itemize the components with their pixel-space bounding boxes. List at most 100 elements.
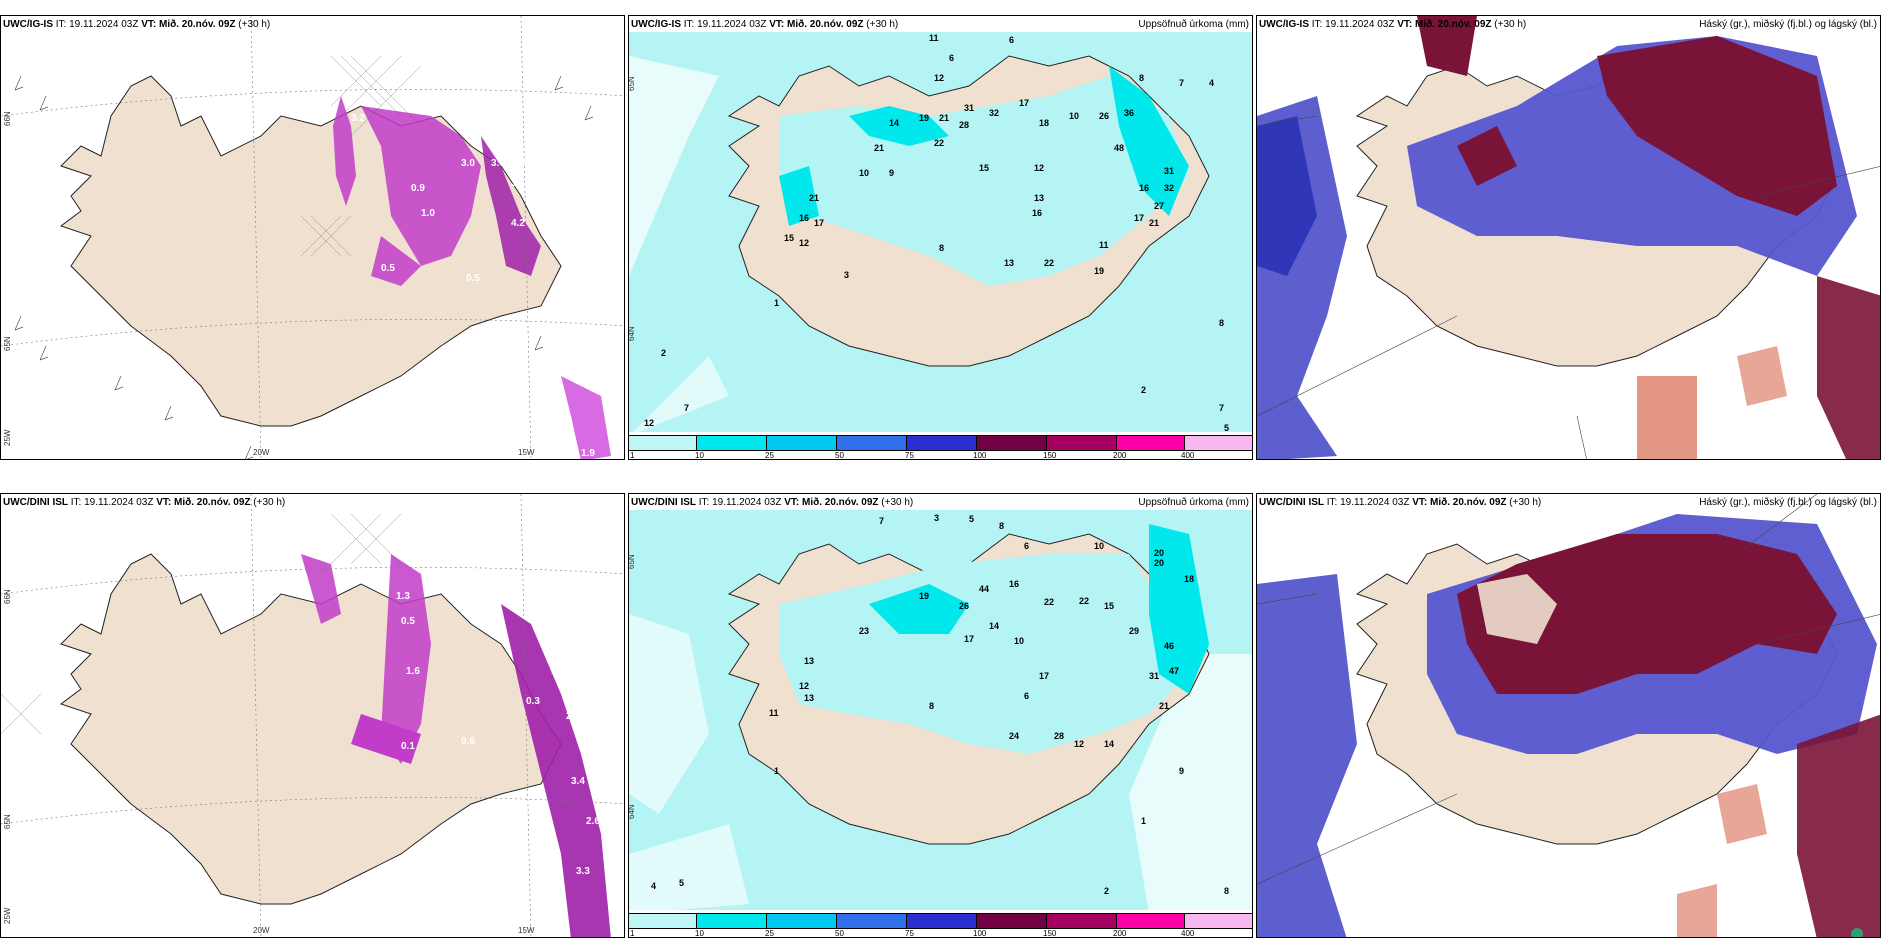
lat-label: 65N (628, 554, 636, 569)
precip-value: 17 (1019, 98, 1029, 108)
colorbar-segment (629, 435, 697, 451)
precip-value: 8 (929, 701, 934, 711)
precip-label: 2.7 (491, 621, 505, 632)
precip-value: 12 (799, 681, 809, 691)
colorbar-segment (837, 435, 907, 451)
precip-label: 0.5 (466, 273, 480, 284)
precip-value: 28 (959, 120, 969, 130)
precip-label: 3.0 (461, 158, 475, 169)
precip-colorbar: 1 10 25 50 75 100 150 200 400 (629, 433, 1252, 460)
colorbar-segment (977, 435, 1047, 451)
precip-label: 3.5 (511, 178, 525, 189)
precip-value: 11 (929, 33, 939, 43)
precip-value: 20 (1154, 558, 1164, 568)
precip-value: 2 (1104, 886, 1109, 896)
lat-label: 66N (3, 589, 12, 604)
colorbar-tick: 100 (973, 451, 987, 460)
precip-value: 3 (934, 513, 939, 523)
precip-label: 1.0 (421, 208, 435, 219)
precip-value: 21 (1149, 218, 1159, 228)
panel-title-right: Háský (gr.), miðský (fj.bl.) og lágský (… (1699, 497, 1877, 508)
precip-label: 2.9 (566, 711, 580, 722)
precip-value: 26 (1099, 111, 1109, 121)
map-panel-bottom-right: UWC/DINI ISL IT: 19.11.2024 03Z VT: Mið.… (1256, 493, 1881, 938)
colorbar-tick: 25 (765, 451, 774, 460)
precip-value: 21 (874, 143, 884, 153)
precip-value: 31 (1164, 166, 1174, 176)
precip-value: 31 (1149, 671, 1159, 681)
map-canvas (1257, 494, 1880, 937)
colorbar-tick: 1 (630, 929, 635, 938)
precip-value: 15 (784, 233, 794, 243)
precip-value: 16 (1009, 579, 1019, 589)
precip-label: 3.0 (511, 158, 525, 169)
colorbar-segment (1185, 913, 1252, 929)
precip-value: 8 (1139, 73, 1144, 83)
precip-value: 32 (989, 108, 999, 118)
precip-value: 28 (1054, 731, 1064, 741)
precip-value: 47 (1169, 666, 1179, 676)
colorbar-segment (697, 435, 767, 451)
precip-value: 22 (1044, 597, 1054, 607)
colorbar-segment (629, 913, 697, 929)
precip-area (361, 106, 481, 266)
precip-value: 9 (889, 168, 894, 178)
precip-value: 2 (661, 348, 666, 358)
colorbar-segment (1185, 435, 1252, 451)
precip-value: 20 (1154, 548, 1164, 558)
colorbar-segment (907, 913, 977, 929)
colorbar-tick: 150 (1043, 929, 1057, 938)
precip-value: 17 (1039, 671, 1049, 681)
colorbar-tick: 1 (630, 451, 635, 460)
precip-value: 21 (1159, 701, 1169, 711)
precip-value: 9 (1179, 766, 1184, 776)
precip-value: 6 (1024, 691, 1029, 701)
colorbar-tick: 10 (695, 451, 704, 460)
colorbar-segment (837, 913, 907, 929)
map-canvas (1257, 16, 1880, 459)
precip-value: 7 (684, 403, 689, 413)
precip-label: 0.6 (461, 736, 475, 747)
precip-value: 7 (1179, 78, 1184, 88)
panel-header: UWC/IG-IS IT: 19.11.2024 03Z VT: Mið. 20… (1259, 19, 1527, 30)
precip-value: 44 (979, 584, 989, 594)
precip-value: 11 (769, 708, 779, 718)
precip-value: 22 (1079, 596, 1089, 606)
panel-header: UWC/DINI ISL IT: 19.11.2024 03Z VT: Mið.… (631, 497, 914, 508)
precip-value: 12 (1034, 163, 1044, 173)
precip-label: 1.6 (406, 666, 420, 677)
precip-label: 1.3 (396, 591, 410, 602)
precip-value: 21 (809, 193, 819, 203)
precip-value: 14 (989, 621, 999, 631)
lat-label: 65N (3, 814, 12, 829)
iceland-land (59, 75, 562, 427)
wind-barbs (14, 75, 594, 459)
map-canvas: 7 3 5 8 6 10 20 20 18 19 26 44 16 22 22 … (629, 510, 1252, 914)
colorbar-segment (767, 913, 837, 929)
precip-value: 12 (934, 73, 944, 83)
precip-value: 48 (1114, 143, 1124, 153)
colorbar-tick: 50 (835, 451, 844, 460)
precip-value: 12 (644, 418, 654, 428)
precip-value: 8 (939, 243, 944, 253)
precip-value: 7 (1219, 403, 1224, 413)
lon-label: 20W (253, 926, 270, 935)
map-panel-top-middle: UWC/IG-IS IT: 19.11.2024 03Z VT: Mið. 20… (628, 15, 1253, 460)
precip-value: 31 (964, 103, 974, 113)
precip-value: 4 (1209, 78, 1214, 88)
lat-label: 66N (3, 111, 12, 126)
precip-value: 17 (814, 218, 824, 228)
panel-title-right: Uppsöfnuð úrkoma (mm) (1138, 19, 1249, 30)
panel-header: UWC/IG-IS IT: 19.11.2024 03Z VT: Mið. 20… (631, 19, 899, 30)
colorbar-tick: 150 (1043, 451, 1057, 460)
precip-label: 4.2 (511, 218, 525, 229)
precip-value: 13 (1004, 258, 1014, 268)
precip-value: 19 (919, 113, 929, 123)
precip-value: 22 (934, 138, 944, 148)
precip-label: 0.7 (556, 208, 570, 219)
colorbar-segment (1117, 913, 1185, 929)
colorbar-segment (767, 435, 837, 451)
precip-label: 0.3 (526, 696, 540, 707)
precip-value: 22 (1044, 258, 1054, 268)
lat-label: 25W (3, 907, 12, 924)
